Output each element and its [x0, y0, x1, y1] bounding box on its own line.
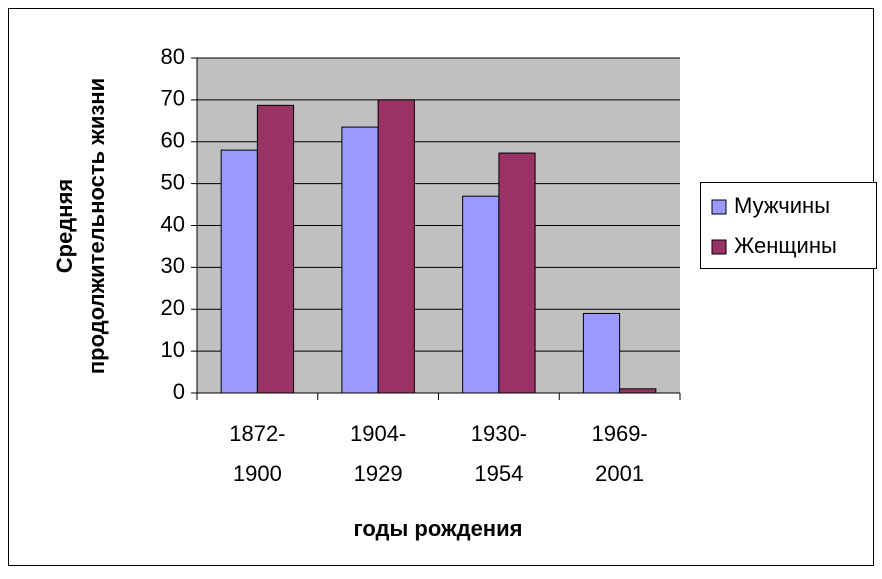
y-tick-label: 80 — [161, 44, 185, 69]
y-tick-label: 40 — [161, 211, 185, 236]
bar — [377, 99, 415, 394]
bar — [462, 195, 500, 394]
y-tick-label: 70 — [161, 86, 185, 111]
bar — [498, 152, 536, 394]
bar — [220, 149, 258, 394]
legend-label: Женщины — [734, 233, 837, 258]
x-axis-title: годы рождения — [354, 516, 523, 541]
x-tick-label: 1904-1929 — [350, 421, 406, 486]
y-tick-label: 20 — [161, 295, 185, 320]
y-tick-label: 10 — [161, 337, 185, 362]
x-tick-label: 1969-2001 — [591, 421, 647, 486]
x-tick-label: 1872-1900 — [229, 421, 285, 486]
y-tick-label: 30 — [161, 253, 185, 278]
legend-swatch — [711, 239, 727, 255]
legend-label: Мужчины — [734, 193, 830, 218]
legend-box — [700, 182, 877, 269]
y-axis-title: Средняя продолжительность жизни — [52, 78, 109, 374]
bar — [256, 104, 295, 394]
bar — [341, 126, 379, 394]
x-tick-label: 1930-1954 — [471, 421, 527, 486]
bar — [582, 312, 621, 394]
y-tick-label: 60 — [161, 128, 185, 153]
y-tick-label: 0 — [173, 379, 185, 404]
legend-swatch — [711, 199, 727, 215]
bar — [619, 388, 657, 394]
y-tick-label: 50 — [161, 169, 185, 194]
